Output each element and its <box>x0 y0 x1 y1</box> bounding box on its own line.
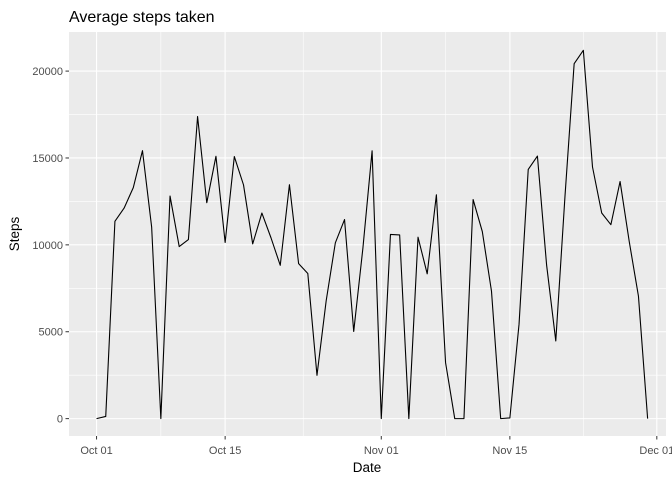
y-axis-label: Steps <box>7 216 22 251</box>
x-tick-label: Oct 01 <box>80 445 112 457</box>
y-tick-label: 20000 <box>32 66 63 78</box>
y-tick-label: 10000 <box>32 240 63 252</box>
x-tick-label: Oct 15 <box>209 445 241 457</box>
x-tick-label: Nov 01 <box>364 445 399 457</box>
x-tick-label: Dec 01 <box>639 445 672 457</box>
y-tick-label: 0 <box>57 414 63 426</box>
x-tick-label: Nov 15 <box>492 445 527 457</box>
axes: Oct 01 Oct 15 Nov 01 Nov 15 Dec 01 0 5000 10000… <box>32 66 672 457</box>
chart-title: Average steps taken <box>69 9 215 26</box>
series-line <box>96 49 649 420</box>
y-tick-label: 5000 <box>39 327 63 339</box>
x-axis-label: Date <box>353 460 382 475</box>
y-tick-label: 15000 <box>32 153 63 165</box>
